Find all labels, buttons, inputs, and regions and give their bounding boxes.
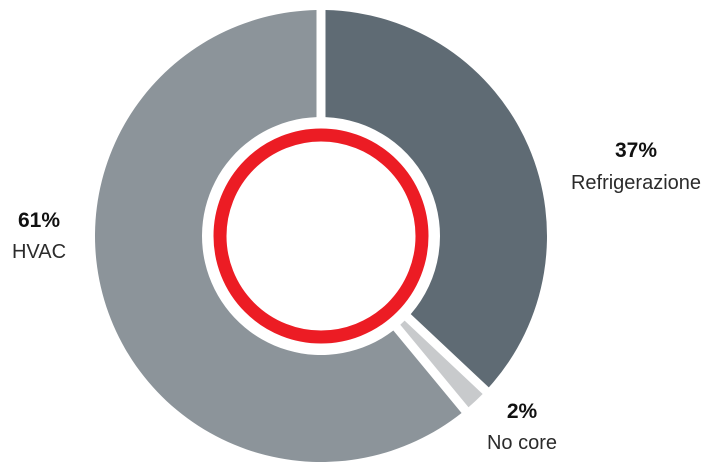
center-layer — [211, 126, 431, 346]
center-ring — [213, 128, 429, 344]
slice-category-label: HVAC — [12, 241, 66, 263]
slice-category-label: Refrigerazione — [571, 172, 701, 194]
slice-percent-label: 2% — [507, 400, 538, 423]
slice-category-label: No core — [487, 432, 557, 454]
center-disc — [211, 126, 431, 346]
slice-percent-label: 37% — [615, 139, 657, 162]
slice-hvac — [95, 10, 462, 462]
slice-no-core — [400, 320, 483, 408]
labels-layer: 37% Refrigerazione 2% No core 61% HVAC — [12, 139, 701, 454]
slices-layer — [95, 10, 547, 462]
slice-refrigerazione — [325, 10, 547, 388]
slice-percent-label: 61% — [18, 209, 60, 232]
